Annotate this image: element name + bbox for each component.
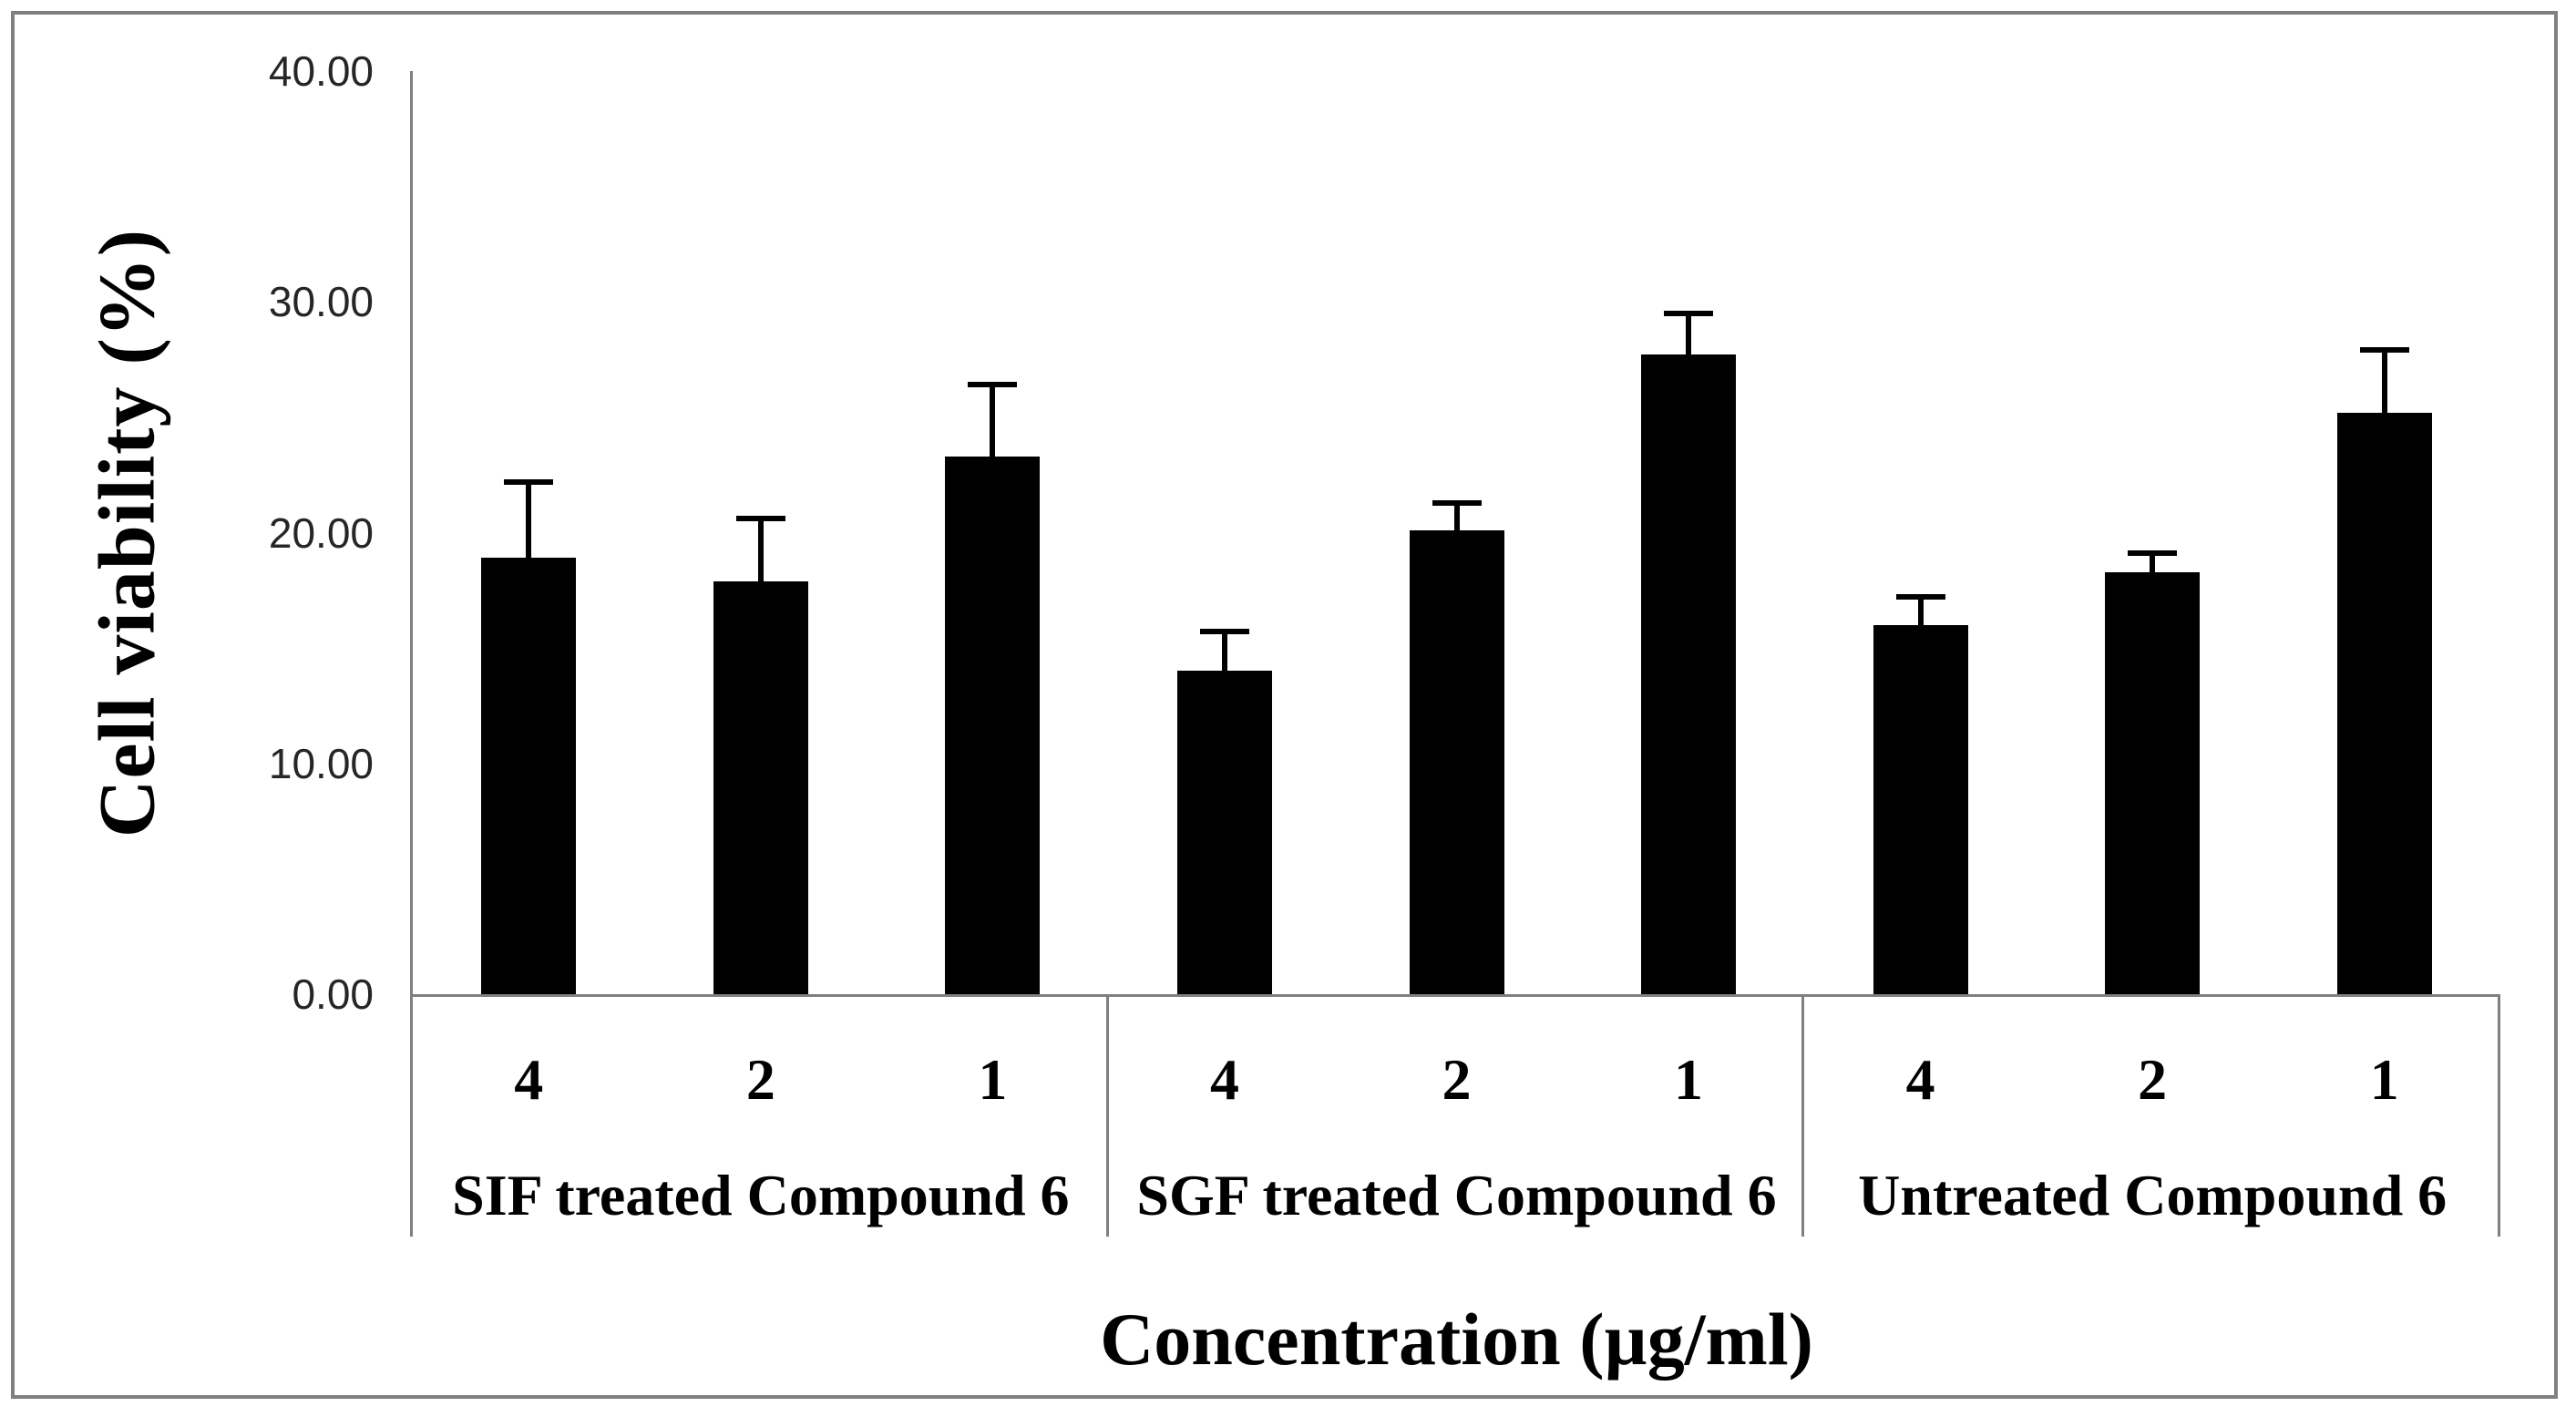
error-bar-cap — [2359, 347, 2409, 354]
concentration-label: 4 — [1905, 1047, 1935, 1112]
error-bar-cap — [968, 382, 1018, 388]
concentration-label: 2 — [2138, 1047, 2168, 1112]
error-bar-stem — [1686, 313, 1692, 355]
bar — [1873, 624, 1968, 994]
error-bar-stem — [1453, 502, 1460, 530]
error-bar-cap — [735, 516, 785, 522]
y-tick-label: 10.00 — [268, 739, 374, 787]
error-bar-cap — [1432, 499, 1482, 506]
bar — [713, 580, 808, 994]
y-tick-label: 0.00 — [292, 970, 374, 1018]
group-label: SIF treated Compound 6 — [452, 1163, 1070, 1227]
bar — [2105, 571, 2201, 994]
y-tick-label: 40.00 — [268, 47, 374, 95]
bar — [1641, 354, 1737, 994]
figure-frame — [11, 11, 2558, 1399]
concentration-label: 2 — [745, 1047, 775, 1112]
x-axis-line — [410, 994, 2500, 997]
concentration-label: 1 — [978, 1047, 1008, 1112]
error-bar-stem — [1917, 597, 1924, 625]
bar — [2336, 412, 2432, 994]
error-bar-stem — [2150, 553, 2156, 572]
bar — [1409, 529, 1504, 994]
group-label: SGF treated Compound 6 — [1136, 1163, 1777, 1227]
x-axis-title: Concentration (µg/ml) — [1100, 1298, 1813, 1381]
error-bar-stem — [1221, 631, 1227, 672]
bar — [481, 558, 577, 994]
error-bar-stem — [990, 385, 996, 457]
y-tick-label: 20.00 — [268, 508, 374, 557]
concentration-label: 1 — [1674, 1047, 1704, 1112]
error-bar-stem — [2381, 350, 2387, 413]
group-separator-line — [2498, 994, 2500, 1237]
bar — [1176, 671, 1272, 994]
group-separator-line — [1105, 994, 1109, 1237]
error-bar-stem — [757, 519, 764, 581]
error-bar-cap — [1199, 629, 1249, 635]
concentration-label: 4 — [514, 1047, 544, 1112]
error-bar-cap — [1664, 310, 1714, 316]
y-axis-line — [410, 71, 413, 1237]
group-separator-line — [1801, 994, 1805, 1237]
error-bar-cap — [1895, 594, 1945, 601]
concentration-label: 2 — [1442, 1047, 1472, 1112]
group-label: Untreated Compound 6 — [1858, 1163, 2448, 1227]
concentration-label: 1 — [2369, 1047, 2399, 1112]
bar — [945, 456, 1041, 994]
error-bar-cap — [2128, 550, 2178, 557]
concentration-label: 4 — [1209, 1047, 1239, 1112]
error-bar-cap — [504, 478, 554, 485]
y-tick-label: 30.00 — [268, 278, 374, 326]
error-bar-stem — [526, 481, 532, 559]
